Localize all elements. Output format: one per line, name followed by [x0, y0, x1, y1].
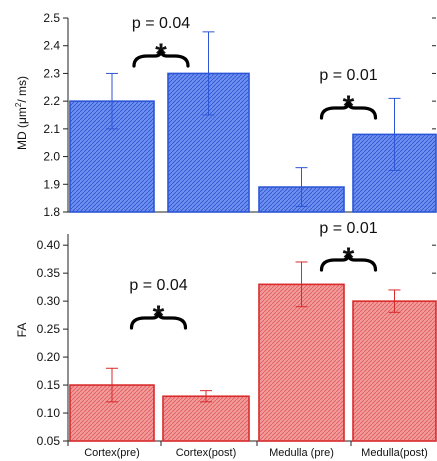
x-category-label: Medulla (pre) — [269, 447, 334, 459]
md-error-bars — [106, 31, 401, 207]
md-y-axis-label: MD (μm2/ ms) — [14, 76, 29, 150]
fa-bracket — [319, 253, 378, 272]
md-y-tick-label: 2.3 — [43, 66, 60, 80]
fa-p-value-label: p = 0.04 — [129, 277, 187, 294]
x-category-labels: Cortex(pre) Cortex(post) Medulla (pre) Medu… — [67, 441, 428, 459]
x-category-label: Medulla(post) — [361, 447, 428, 459]
x-category-label: Cortex(post) — [176, 447, 237, 459]
fa-panel: FA 0.05 0.10 0.15 0.20 0.25 0.30 0.35 0.40 p = … — [15, 220, 437, 459]
fa-y-tick-label: 0.35 — [37, 266, 61, 280]
fa-bar — [162, 395, 250, 442]
fa-p-value-label: p = 0.01 — [319, 220, 377, 237]
md-y-tick-label: 2.4 — [43, 39, 60, 53]
md-y-tick-label: 1.9 — [43, 177, 60, 191]
md-bars — [69, 72, 437, 213]
fa-bar — [258, 283, 345, 442]
fa-bars — [69, 283, 437, 442]
x-category-label: Cortex(pre) — [84, 447, 140, 459]
fa-error-bars — [106, 261, 401, 403]
md-y-ticks: 1.8 1.9 2.0 2.1 2.2 2.3 2.4 2.5 — [43, 11, 436, 219]
fa-y-tick-label: 0.10 — [37, 406, 61, 420]
md-bracket — [319, 101, 378, 120]
md-p-value-label: p = 0.04 — [132, 15, 190, 32]
fa-y-ticks: 0.05 0.10 0.15 0.20 0.25 0.30 0.35 0.40 — [37, 238, 436, 448]
md-panel: MD (μm2/ ms) 1.8 1.9 2.0 2.1 2.2 2.3 2.4 2.5 p … — [14, 11, 437, 219]
fa-bracket — [129, 311, 188, 330]
fa-significance-annotations: p = 0.04*p = 0.01* — [129, 220, 377, 333]
fa-y-tick-label: 0.05 — [37, 434, 61, 448]
md-y-tick-label: 2.5 — [43, 11, 60, 25]
md-y-tick-label: 2.0 — [43, 150, 60, 164]
fa-y-tick-label: 0.40 — [37, 238, 61, 252]
fa-bar — [352, 300, 437, 442]
md-p-value-label: p = 0.01 — [319, 67, 377, 84]
fa-y-tick-label: 0.15 — [37, 378, 61, 392]
fa-y-tick-label: 0.25 — [37, 322, 61, 336]
fa-y-tick-label: 0.30 — [37, 294, 61, 308]
md-significance-annotations: p = 0.04*p = 0.01* — [132, 15, 378, 123]
fa-y-axis-label: FA — [15, 323, 29, 338]
md-y-tick-label: 2.2 — [43, 94, 60, 108]
fa-y-tick-label: 0.20 — [37, 350, 61, 364]
md-y-tick-label: 1.8 — [43, 205, 60, 219]
md-y-tick-label: 2.1 — [43, 122, 60, 136]
md-bracket — [132, 49, 190, 68]
